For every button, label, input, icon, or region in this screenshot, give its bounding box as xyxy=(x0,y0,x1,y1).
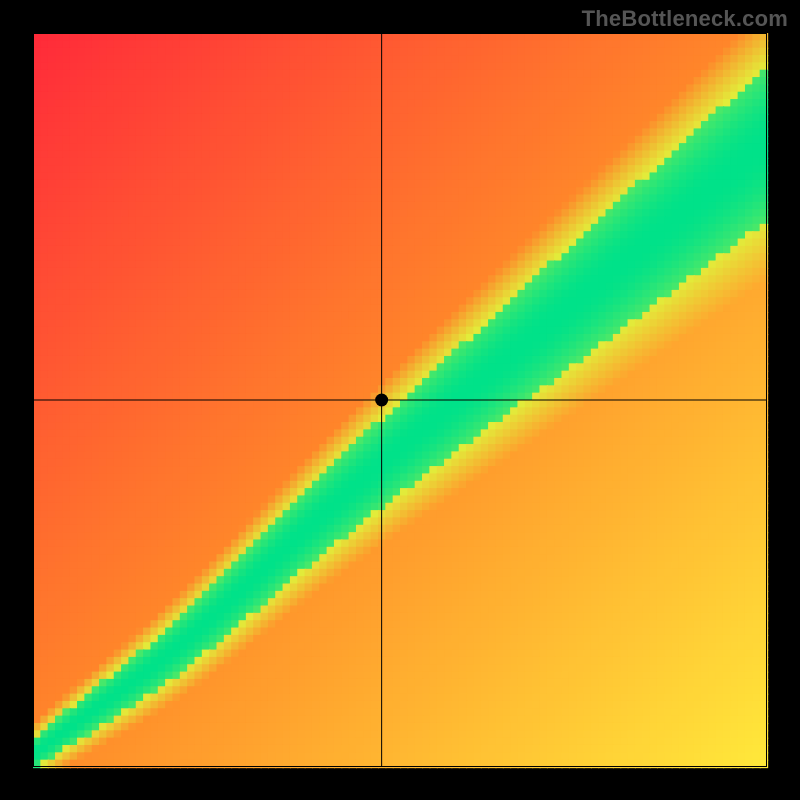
watermark-label: TheBottleneck.com xyxy=(582,6,788,32)
chart-container: TheBottleneck.com xyxy=(0,0,800,800)
bottleneck-heatmap xyxy=(0,0,800,800)
